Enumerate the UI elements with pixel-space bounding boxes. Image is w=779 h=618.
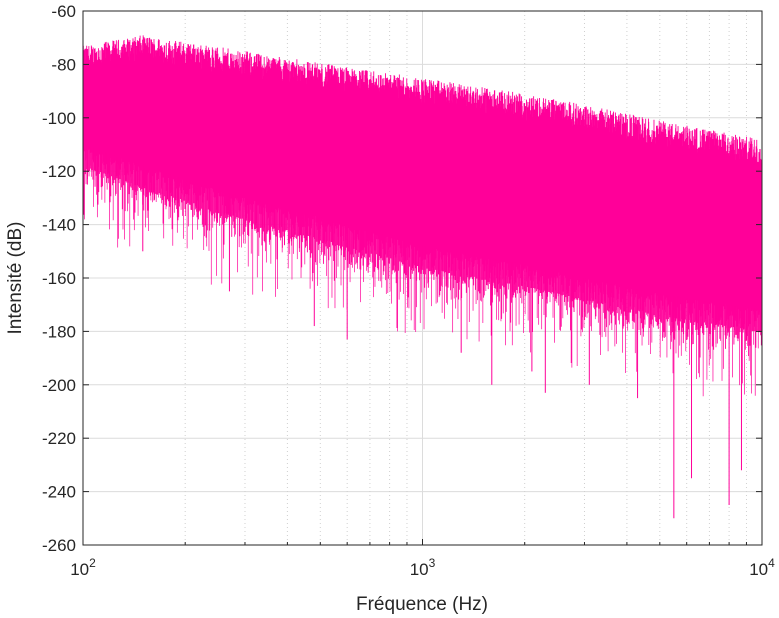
y-tick-label: -180: [42, 322, 76, 341]
y-tick-label: -200: [42, 376, 76, 395]
spectrum-series: [83, 35, 762, 519]
x-tick-label: 102: [70, 556, 96, 579]
y-tick-label: -80: [51, 55, 76, 74]
y-tick-label: -160: [42, 269, 76, 288]
y-tick-label: -100: [42, 109, 76, 128]
y-tick-label: -60: [51, 2, 76, 21]
x-tick-label: 103: [410, 556, 436, 579]
y-tick-label: -220: [42, 429, 76, 448]
y-axis-title: Intensité (dB): [5, 222, 26, 335]
spectrum-band: [83, 35, 762, 349]
x-tick-label: 104: [749, 556, 775, 579]
y-tick-label: -240: [42, 483, 76, 502]
x-axis-title: Fréquence (Hz): [356, 594, 488, 615]
y-tick-label: -140: [42, 216, 76, 235]
spectrum-tail: [83, 144, 762, 397]
y-tick-labels: -60 -80 -100 -120 -140 -160 -180 -200 -220 -240 -2…: [42, 2, 762, 555]
y-tick-label: -260: [42, 536, 76, 555]
y-tick-label: -120: [42, 162, 76, 181]
x-tick-labels: 102 103 104: [70, 539, 775, 579]
